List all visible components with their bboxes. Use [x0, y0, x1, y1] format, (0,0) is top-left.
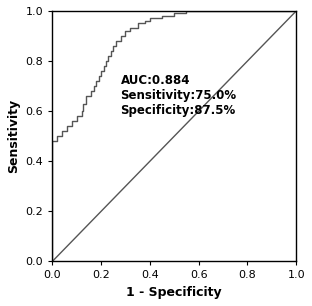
Text: AUC:0.884
Sensitivity:75.0%
Specificity:87.5%: AUC:0.884 Sensitivity:75.0% Specificity:…	[121, 73, 237, 117]
X-axis label: 1 - Specificity: 1 - Specificity	[126, 286, 222, 299]
Y-axis label: Sensitivity: Sensitivity	[7, 99, 20, 173]
